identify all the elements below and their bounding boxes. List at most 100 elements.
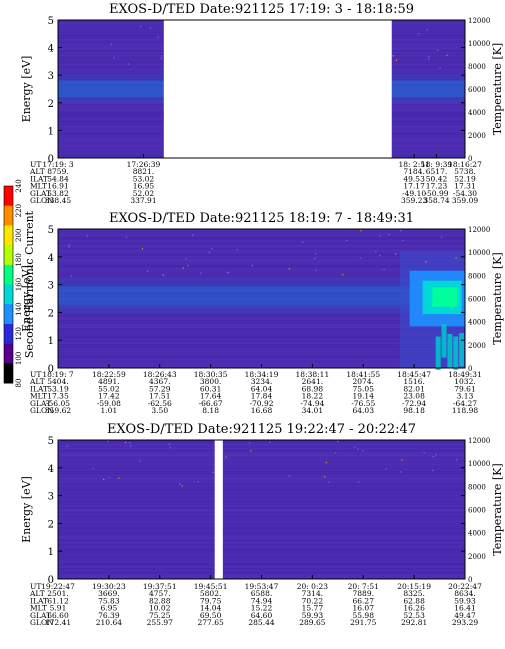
orbit-value: 57.29 bbox=[149, 384, 171, 393]
noise-speckle bbox=[346, 240, 348, 242]
noise-speckle bbox=[208, 251, 211, 254]
orbit-row-label: ALT bbox=[29, 377, 45, 386]
y2-tick-label: 2000 bbox=[468, 342, 486, 350]
orbit-value: 172.41 bbox=[45, 618, 71, 627]
orbit-row-label: ALT bbox=[29, 167, 45, 176]
orbit-value: 7184. bbox=[403, 167, 424, 176]
orbit-value: -72.94 bbox=[402, 399, 426, 408]
orbit-value: 18:22:59 bbox=[92, 370, 126, 379]
orbit-row-label: MLT bbox=[30, 392, 47, 401]
orbit-row-label: UT bbox=[30, 370, 41, 379]
orbit-row-label: ILAT bbox=[30, 174, 48, 183]
orbit-row-label: MLT bbox=[30, 182, 47, 191]
y-tick-label: 2 bbox=[48, 308, 54, 319]
noise-speckle bbox=[401, 459, 403, 461]
texture-stripe bbox=[58, 564, 465, 566]
orbit-value: 359.09 bbox=[452, 196, 478, 205]
texture-stripe bbox=[58, 489, 465, 491]
orbit-value: 1516. bbox=[403, 377, 424, 386]
texture-stripe bbox=[58, 454, 465, 456]
orbit-value: 285.44 bbox=[248, 618, 274, 627]
colorbar-tick-label: 140 bbox=[15, 302, 23, 315]
noise-speckle bbox=[227, 272, 229, 274]
noise-speckle bbox=[139, 460, 141, 462]
texture-stripe bbox=[58, 478, 465, 480]
orbit-value: 66.27 bbox=[353, 596, 375, 605]
texture-stripe bbox=[58, 322, 465, 324]
y2-tick-label: 0 bbox=[468, 365, 472, 373]
orbit-value: 337.91 bbox=[130, 196, 156, 205]
orbit-value: 7314. bbox=[302, 589, 323, 598]
texture-stripe bbox=[58, 337, 465, 339]
texture-stripe bbox=[58, 562, 465, 564]
texture-stripe bbox=[58, 310, 465, 312]
orbit-value: 8821. bbox=[133, 167, 154, 176]
orbit-value: 74.94 bbox=[251, 596, 273, 605]
noise-speckle bbox=[357, 448, 359, 450]
orbit-value: 82.01 bbox=[403, 384, 424, 393]
noise-speckle bbox=[314, 257, 316, 260]
noise-speckle bbox=[436, 49, 439, 51]
orbit-value: 76.39 bbox=[98, 611, 120, 620]
texture-stripe bbox=[58, 571, 465, 573]
noise-speckle bbox=[68, 246, 70, 248]
orbit-value: -64.27 bbox=[453, 399, 477, 408]
noise-speckle bbox=[157, 36, 159, 38]
orbit-value: 293.29 bbox=[452, 618, 478, 627]
texture-stripe bbox=[58, 344, 465, 346]
orbit-row-label: ILAT bbox=[30, 596, 48, 605]
noise-speckle bbox=[161, 55, 163, 57]
noise-speckle bbox=[432, 469, 434, 471]
orbit-value: 3.13 bbox=[457, 392, 474, 401]
texture-stripe bbox=[58, 305, 465, 307]
texture-stripe bbox=[58, 351, 465, 352]
hot-region-peak-max bbox=[432, 287, 458, 307]
orbit-value: 17.84 bbox=[251, 392, 273, 401]
texture-stripe bbox=[58, 568, 465, 570]
texture-stripe bbox=[58, 250, 465, 252]
orbit-value: 62.88 bbox=[403, 596, 425, 605]
texture-stripe bbox=[58, 534, 465, 536]
texture-stripe bbox=[58, 531, 465, 533]
noise-speckle bbox=[108, 476, 110, 479]
texture-stripe bbox=[58, 441, 465, 443]
noise-speckle bbox=[440, 236, 443, 238]
y-tick-label: 4 bbox=[48, 464, 54, 475]
orbit-value: 359.23 bbox=[401, 196, 427, 205]
orbit-value: 358.74 bbox=[423, 196, 449, 205]
texture-stripe bbox=[58, 362, 465, 364]
texture-stripe bbox=[58, 319, 465, 320]
texture-stripe bbox=[58, 243, 465, 245]
texture-stripe bbox=[58, 255, 465, 257]
orbit-value: 53.82 bbox=[47, 189, 69, 198]
noise-speckle bbox=[149, 27, 151, 29]
texture-stripe bbox=[58, 536, 465, 538]
noise-speckle bbox=[435, 453, 437, 456]
texture-stripe bbox=[58, 240, 465, 242]
noise-speckle bbox=[250, 450, 252, 452]
orbit-value: 17:26:39 bbox=[127, 160, 161, 169]
texture-stripe bbox=[58, 515, 465, 517]
orbit-value: 79.75 bbox=[200, 596, 222, 605]
spectrogram-background bbox=[58, 440, 465, 579]
texture-stripe bbox=[58, 336, 465, 338]
texture-stripe bbox=[58, 489, 465, 491]
hot-region-spike bbox=[453, 336, 459, 370]
data-gap bbox=[163, 19, 392, 159]
orbit-value: 82.88 bbox=[149, 596, 171, 605]
texture-stripe bbox=[58, 324, 465, 326]
noise-speckle bbox=[236, 249, 239, 251]
noise-speckle bbox=[342, 274, 344, 276]
texture-stripe bbox=[58, 494, 465, 496]
texture-stripe bbox=[58, 540, 465, 542]
orbit-value: 53.19 bbox=[47, 384, 69, 393]
y-tick-label: 1 bbox=[48, 547, 54, 558]
texture-stripe bbox=[58, 568, 465, 570]
texture-stripe bbox=[58, 362, 465, 364]
y2-axis-label: Temperature [K] bbox=[491, 463, 504, 555]
y2-tick-label: 8000 bbox=[468, 63, 486, 71]
texture-stripe bbox=[58, 266, 465, 268]
orbit-value: 5802. bbox=[200, 589, 221, 598]
orbit-value: 79.61 bbox=[454, 384, 475, 393]
noise-speckle bbox=[169, 447, 171, 449]
